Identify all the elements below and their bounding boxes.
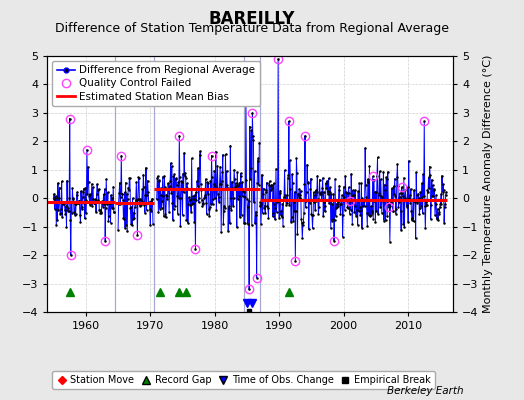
Y-axis label: Monthly Temperature Anomaly Difference (°C): Monthly Temperature Anomaly Difference (…: [483, 55, 493, 313]
Legend: Station Move, Record Gap, Time of Obs. Change, Empirical Break: Station Move, Record Gap, Time of Obs. C…: [52, 371, 435, 389]
Text: BAREILLY: BAREILLY: [208, 10, 295, 28]
Text: Berkeley Earth: Berkeley Earth: [387, 386, 464, 396]
Text: Difference of Station Temperature Data from Regional Average: Difference of Station Temperature Data f…: [54, 22, 449, 35]
